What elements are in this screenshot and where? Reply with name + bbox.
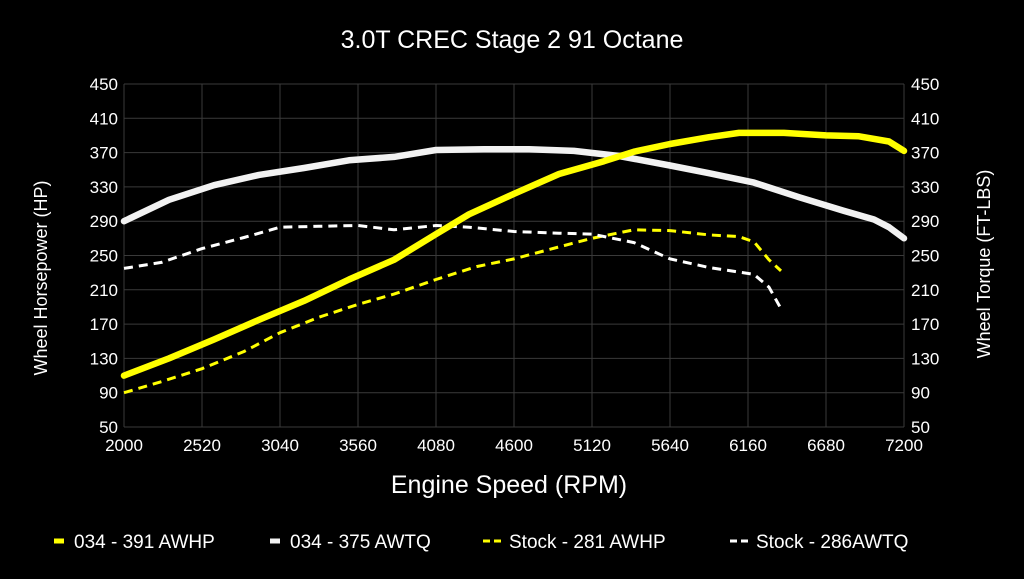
legend: 034 - 391 AWHP 034 - 375 AWTQ Stock - 281 …	[54, 532, 908, 553]
x-tick-6: 5120	[573, 436, 611, 455]
x-tick-2: 3040	[261, 436, 299, 455]
x-tick-3: 3560	[339, 436, 377, 455]
y-tick-right-2: 130	[911, 349, 939, 368]
y-axis-left: 50 90 130 170 210 250 290 330 370 410 450	[90, 75, 118, 437]
y-tick-left-7: 330	[90, 178, 118, 197]
x-tick-5: 4600	[495, 436, 533, 455]
y-tick-right-3: 170	[911, 315, 939, 334]
x-tick-10: 7200	[885, 436, 923, 455]
y-tick-right-6: 290	[911, 212, 939, 231]
y-tick-left-5: 250	[90, 247, 118, 266]
y-axis-label-right: Wheel Torque (FT-LBS)	[974, 170, 994, 359]
x-tick-7: 5640	[651, 436, 689, 455]
chart-title: 3.0T CREC Stage 2 91 Octane	[341, 26, 684, 54]
x-tick-4: 4080	[417, 436, 455, 455]
legend-label-3: Stock - 286AWTQ	[756, 532, 908, 553]
series-line-2	[123, 228, 783, 395]
y-tick-right-9: 410	[911, 109, 939, 128]
y-tick-left-2: 130	[90, 349, 118, 368]
y-tick-left-0: 50	[99, 418, 118, 437]
y-tick-right-7: 330	[911, 178, 939, 197]
x-axis-label: Engine Speed (RPM)	[391, 471, 627, 499]
x-tick-8: 6160	[729, 436, 767, 455]
x-tick-1: 2520	[183, 436, 221, 455]
y-axis-label-left: Wheel Horsepower (HP)	[31, 180, 51, 375]
series-group	[120, 129, 908, 395]
legend-label-2: Stock - 281 AWHP	[509, 532, 666, 553]
y-tick-right-4: 210	[911, 281, 939, 300]
y-tick-left-9: 410	[90, 109, 118, 128]
series-line-0	[120, 129, 908, 379]
legend-label-0: 034 - 391 AWHP	[74, 532, 215, 553]
y-tick-left-4: 210	[90, 281, 118, 300]
y-axis-right: 50 90 130 170 210 250 290 330 370 410 450	[911, 75, 939, 437]
legend-label-1: 034 - 375 AWTQ	[290, 532, 431, 553]
series-line-1	[120, 145, 908, 242]
y-tick-left-8: 370	[90, 144, 118, 163]
y-tick-right-0: 50	[911, 418, 930, 437]
x-tick-9: 6680	[807, 436, 845, 455]
x-axis: 2000 2520 3040 3560 4080 4600 5120 5640 6160 6680…	[105, 436, 923, 455]
y-tick-left-1: 90	[99, 384, 118, 403]
x-tick-0: 2000	[105, 436, 143, 455]
y-tick-right-10: 450	[911, 75, 939, 94]
y-tick-right-5: 250	[911, 247, 939, 266]
y-tick-left-3: 170	[90, 315, 118, 334]
y-tick-right-1: 90	[911, 384, 930, 403]
y-tick-left-10: 450	[90, 75, 118, 94]
series-line-3	[123, 224, 783, 310]
y-tick-left-6: 290	[90, 212, 118, 231]
y-tick-right-8: 370	[911, 144, 939, 163]
